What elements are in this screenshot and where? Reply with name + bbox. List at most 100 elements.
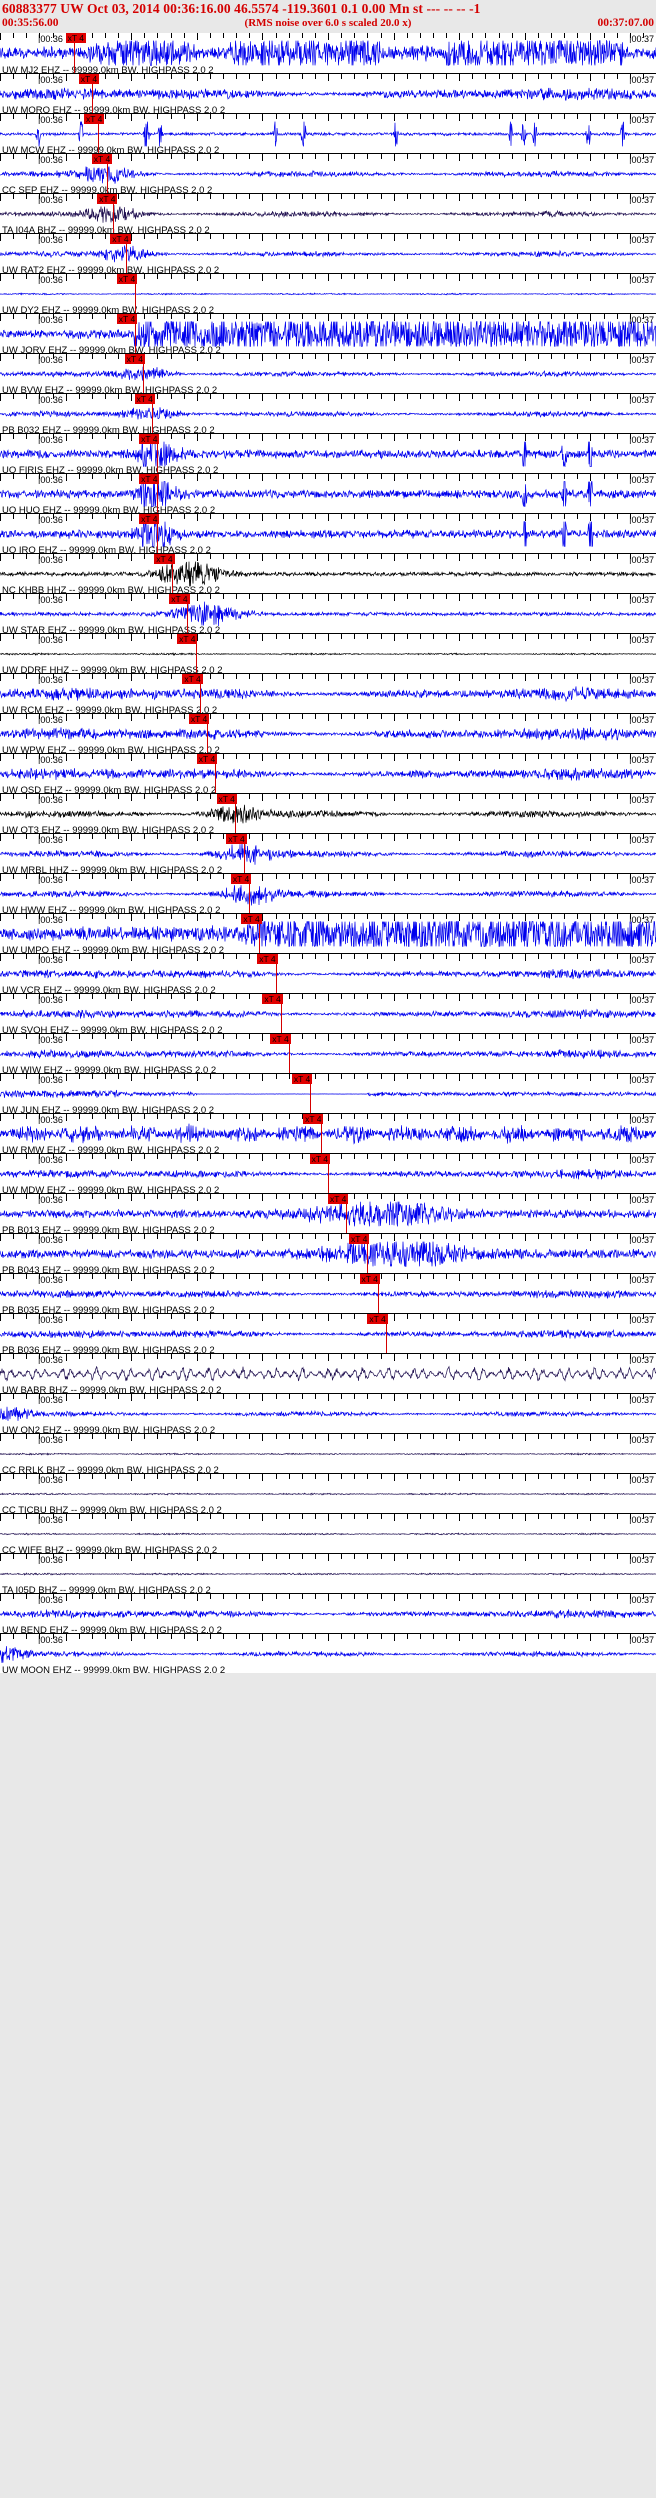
- trace-row[interactable]: |00:36 |00:37 CC WIFE BHZ -- 99999.0km BW.…: [0, 1513, 656, 1553]
- station-label: PB B013 EHZ -- 99999.0km BW. HIGHPASS 2.…: [2, 1225, 215, 1233]
- pick-marker-line: [106, 154, 108, 193]
- trace-row[interactable]: |00:36 |00:37 xT 4 UW MORO EHZ -- 99999.0km…: [0, 73, 656, 113]
- waveform: [0, 804, 656, 824]
- trace-end-time-label: |00:37: [629, 1514, 654, 1525]
- trace-row[interactable]: |00:36 |00:37 xT 4 CC SEP EHZ -- 99999.0km …: [0, 153, 656, 193]
- trace-row[interactable]: |00:36 |00:37 xT 4 UW WPW EHZ -- 99999.0km …: [0, 713, 656, 753]
- trace-end-time-label: |00:37: [629, 1154, 654, 1165]
- trace-end-time-label: |00:37: [629, 1314, 654, 1325]
- amplitude-scale-tag: xT 4: [182, 674, 203, 684]
- station-label: UW MORO EHZ -- 99999.0km BW. HIGHPASS 2.…: [2, 105, 226, 113]
- trace-row[interactable]: |00:36 |00:37 xT 4 UO IRO EHZ -- 99999.0km …: [0, 513, 656, 553]
- trace-row[interactable]: |00:36 |00:37 xT 4 UO FIRIS EHZ -- 99999.0k…: [0, 433, 656, 473]
- trace-row[interactable]: |00:36 |00:37 xT 4 PB B013 EHZ -- 99999.0km…: [0, 1193, 656, 1233]
- trace-row[interactable]: |00:36 |00:37 xT 4 UW OSD EHZ -- 99999.0km …: [0, 753, 656, 793]
- trace-start-time-label: |00:36: [38, 1434, 63, 1445]
- trace-start-time-label: |00:36: [38, 354, 63, 365]
- pick-marker-line: [143, 354, 144, 393]
- trace-row[interactable]: |00:36 |00:37 UW BEND EHZ -- 99999.0km BW.…: [0, 1593, 656, 1633]
- trace-row[interactable]: |00:36 |00:37 xT 4 UW VCR EHZ -- 99999.0km …: [0, 953, 656, 993]
- trace-start-time-label: |00:36: [38, 554, 63, 565]
- amplitude-scale-tag: xT 4: [309, 1154, 330, 1164]
- trace-row[interactable]: |00:36 |00:37 xT 4 UW WIW EHZ -- 99999.0km …: [0, 1033, 656, 1073]
- station-label: PB B036 EHZ -- 99999.0km BW. HIGHPASS 2.…: [2, 1345, 215, 1353]
- trace-row[interactable]: |00:36 |00:37 xT 4 PB B035 EHZ -- 99999.0km…: [0, 1273, 656, 1313]
- pick-marker-line: [171, 554, 173, 593]
- trace-end-time-label: |00:37: [629, 74, 654, 85]
- waveform: [0, 292, 656, 296]
- trace-row[interactable]: |00:36 |00:37 xT 4 UW BVW EHZ -- 99999.0km …: [0, 353, 656, 393]
- trace-row[interactable]: |00:36 |00:37 CC TICBU BHZ -- 99999.0km BW…: [0, 1473, 656, 1513]
- trace-row[interactable]: |00:36 |00:37 xT 4 UW RCM EHZ -- 99999.0km …: [0, 673, 656, 713]
- time-axis-ticks: [0, 994, 656, 1001]
- trace-row[interactable]: |00:36 |00:37 CC RRLK BHZ -- 99999.0km BW.…: [0, 1433, 656, 1473]
- trace-row[interactable]: |00:36 |00:37 xT 4 UW JORV EHZ -- 99999.0km…: [0, 313, 656, 353]
- trace-row[interactable]: |00:36 |00:37 xT 4 UW HWW EHZ -- 99999.0km …: [0, 873, 656, 913]
- trace-end-time-label: |00:37: [629, 594, 654, 605]
- trace-row[interactable]: |00:36 |00:37 xT 4 TA I04A BHZ -- 99999.0km…: [0, 193, 656, 233]
- time-axis-ticks: [0, 354, 656, 361]
- waveform: [0, 1365, 656, 1382]
- waveform: [0, 407, 656, 420]
- time-axis-ticks: [0, 314, 656, 321]
- trace-row[interactable]: |00:36 |00:37 xT 4 UW SVOH EHZ -- 99999.0km…: [0, 993, 656, 1033]
- trace-start-time-label: |00:36: [38, 314, 63, 325]
- amplitude-scale-tag: xT 4: [177, 634, 198, 644]
- trace-start-time-label: |00:36: [38, 1234, 63, 1245]
- station-label: PB B043 EHZ -- 99999.0km BW. HIGHPASS 2.…: [2, 1265, 215, 1273]
- waveform: [0, 521, 656, 547]
- pick-marker-line: [157, 514, 159, 553]
- trace-row[interactable]: |00:36 |00:37 xT 4 NC KHBB HHZ -- 99999.0km…: [0, 553, 656, 593]
- time-axis-ticks: [0, 1314, 656, 1321]
- trace-row[interactable]: |00:36 |00:37 xT 4 UW JUN EHZ -- 99999.0km …: [0, 1073, 656, 1113]
- pick-marker-line: [187, 594, 188, 633]
- trace-row[interactable]: |00:36 |00:37 xT 4 UW MJ2 EHZ -- 99999.0km …: [0, 33, 656, 73]
- station-label: UW JORV EHZ -- 99999.0km BW. HIGHPASS 2.…: [2, 345, 221, 353]
- trace-row[interactable]: |00:36 |00:37 xT 4 UW DY2 EHZ -- 99999.0km …: [0, 273, 656, 313]
- station-label: UW MOON EHZ -- 99999.0km BW. HIGHPASS 2.…: [2, 1665, 226, 1673]
- time-axis-ticks: [0, 114, 656, 121]
- time-axis-ticks: [0, 1274, 656, 1281]
- pick-marker-line: [309, 1074, 311, 1113]
- trace-row[interactable]: |00:36 |00:37 xT 4 UW RMW EHZ -- 99999.0km …: [0, 1113, 656, 1153]
- header-second-line: 00:35:56.00 (RMS noise over 6.0 s scaled…: [0, 17, 656, 31]
- trace-row[interactable]: |00:36 |00:37 UW MOON EHZ -- 99999.0km BW.…: [0, 1633, 656, 1673]
- amplitude-scale-tag: xT 4: [139, 514, 160, 524]
- trace-row[interactable]: |00:36 |00:37 xT 4 UW DDRF HHZ -- 99999.0km…: [0, 633, 656, 673]
- time-axis-ticks: [0, 954, 656, 961]
- trace-row[interactable]: |00:36 |00:37 xT 4 PB B043 EHZ -- 99999.0km…: [0, 1233, 656, 1273]
- time-axis-ticks: [0, 1234, 656, 1241]
- pick-marker-line: [346, 1194, 348, 1233]
- amplitude-scale-tag: xT 4: [110, 234, 131, 244]
- trace-row[interactable]: |00:36 |00:37 xT 4 UW OT3 EHZ -- 99999.0km …: [0, 793, 656, 833]
- trace-row[interactable]: |00:36 |00:37 xT 4 UW UMPQ EHZ -- 99999.0km…: [0, 913, 656, 953]
- trace-start-time-label: |00:36: [38, 1114, 63, 1125]
- trace-row[interactable]: |00:36 |00:37 TA I05D BHZ -- 99999.0km BW.…: [0, 1553, 656, 1593]
- trace-row[interactable]: |00:36 |00:37 xT 4 UO HUO EHZ -- 99999.0km …: [0, 473, 656, 513]
- trace-row[interactable]: |00:36 |00:37 xT 4 UW STAR EHZ -- 99999.0km…: [0, 593, 656, 633]
- window-start-time: 00:35:56.00: [2, 17, 59, 29]
- trace-start-time-label: |00:36: [38, 634, 63, 645]
- trace-end-time-label: |00:37: [629, 1034, 654, 1045]
- trace-row[interactable]: |00:36 |00:37 xT 4 PB B036 EHZ -- 99999.0km…: [0, 1313, 656, 1353]
- waveform: [0, 841, 656, 865]
- station-label: UW RMW EHZ -- 99999.0km BW. HIGHPASS 2.0…: [2, 1145, 220, 1153]
- pick-marker-line: [134, 274, 136, 313]
- amplitude-scale-tag: xT 4: [139, 474, 160, 484]
- trace-end-time-label: |00:37: [629, 794, 654, 805]
- trace-row[interactable]: |00:36 |00:37 xT 4 PB B032 EHZ -- 99999.0km…: [0, 393, 656, 433]
- station-label: UW MJ2 EHZ -- 99999.0km BW. HIGHPASS 2.0…: [2, 65, 214, 73]
- trace-row[interactable]: |00:36 |00:37 xT 4 UW MCW EHZ -- 99999.0km …: [0, 113, 656, 153]
- time-axis-ticks: [0, 914, 656, 921]
- trace-end-time-label: |00:37: [629, 514, 654, 525]
- trace-row[interactable]: |00:36 |00:37 xT 4 UW MDW EHZ -- 99999.0km …: [0, 1153, 656, 1193]
- station-label: UW SVOH EHZ -- 99999.0km BW. HIGHPASS 2.…: [2, 1025, 223, 1033]
- trace-start-time-label: |00:36: [38, 1634, 63, 1645]
- trace-row[interactable]: |00:36 |00:37 UW ON2 EHZ -- 99999.0km BW. …: [0, 1393, 656, 1433]
- trace-row[interactable]: |00:36 |00:37 UW BABR BHZ -- 99999.0km BW.…: [0, 1353, 656, 1393]
- time-axis-ticks: [0, 1194, 656, 1201]
- trace-row[interactable]: |00:36 |00:37 xT 4 UW RAT2 EHZ -- 99999.0km…: [0, 233, 656, 273]
- pick-marker-line: [134, 314, 136, 353]
- trace-row[interactable]: |00:36 |00:37 xT 4 UW MRBL HHZ -- 99999.0km…: [0, 833, 656, 873]
- waveform: [0, 686, 656, 702]
